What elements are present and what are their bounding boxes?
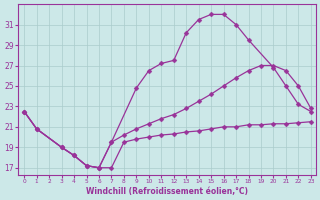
X-axis label: Windchill (Refroidissement éolien,°C): Windchill (Refroidissement éolien,°C) [86, 187, 248, 196]
